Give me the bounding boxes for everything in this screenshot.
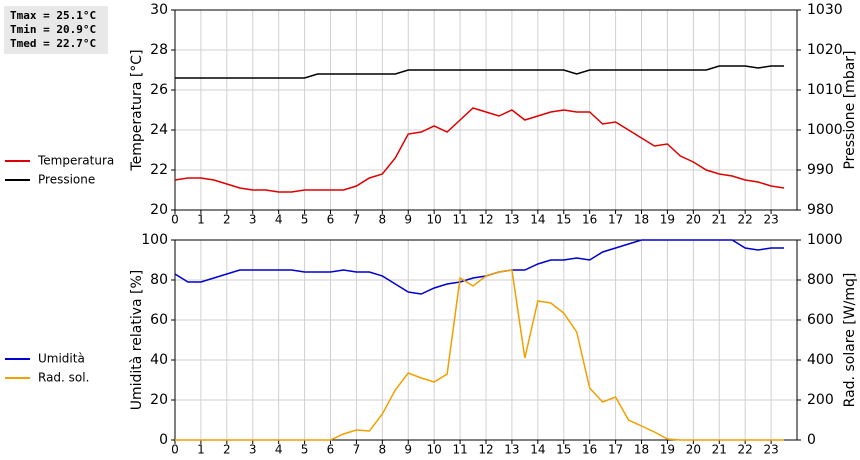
y-tick-label: 28	[150, 42, 168, 58]
y2-tick-label: 1000	[807, 232, 843, 248]
x-tick-label: 18	[634, 443, 649, 457]
y-tick-label: 30	[150, 2, 168, 18]
x-tick-label: 1	[197, 443, 205, 457]
stat-text: Tmax = 25.1°C	[10, 9, 96, 22]
stats-box	[4, 6, 108, 54]
y-tick-label: 0	[159, 432, 168, 448]
series-line	[174, 107, 785, 193]
stat-text: Tmin = 20.9°C	[10, 23, 96, 36]
x-tick-label: 11	[452, 213, 467, 227]
y2-tick-label: 800	[807, 272, 834, 288]
legend-label: Pressione	[38, 173, 95, 187]
x-tick-label: 9	[404, 213, 412, 227]
y2-tick-label: 0	[807, 432, 816, 448]
x-tick-label: 12	[478, 443, 493, 457]
y2-tick-label: 1010	[807, 82, 843, 98]
y-tick-label: 40	[150, 352, 168, 368]
x-tick-label: 22	[738, 213, 753, 227]
x-tick-label: 15	[556, 213, 571, 227]
x-tick-label: 2	[223, 443, 231, 457]
x-tick-label: 3	[249, 443, 257, 457]
x-tick-label: 6	[327, 443, 335, 457]
x-tick-label: 7	[353, 443, 361, 457]
x-tick-label: 4	[275, 213, 283, 227]
x-tick-label: 23	[763, 213, 778, 227]
x-tick-label: 6	[327, 213, 335, 227]
y2-tick-label: 400	[807, 352, 834, 368]
x-tick-label: 16	[582, 213, 597, 227]
y2-tick-label: 980	[807, 202, 834, 218]
y2-tick-label: 600	[807, 312, 834, 328]
x-tick-label: 12	[478, 213, 493, 227]
y2-axis-label: Pressione [mbar]	[842, 50, 858, 169]
x-tick-label: 18	[634, 213, 649, 227]
legend-label: Umidità	[38, 352, 85, 366]
x-tick-label: 11	[452, 443, 467, 457]
x-tick-label: 17	[608, 213, 623, 227]
x-tick-label: 8	[379, 213, 387, 227]
x-tick-label: 3	[249, 213, 257, 227]
plot-frame	[174, 239, 798, 441]
x-tick-label: 14	[530, 213, 545, 227]
y-tick-label: 100	[141, 232, 168, 248]
x-tick-label: 0	[171, 443, 179, 457]
x-tick-label: 16	[582, 443, 597, 457]
series-line	[175, 269, 785, 441]
y-tick-label: 20	[150, 392, 168, 408]
y2-tick-label: 1020	[807, 42, 843, 58]
x-tick-label: 1	[197, 213, 205, 227]
plot-frame	[174, 9, 798, 211]
legend-label: Rad. sol.	[38, 371, 89, 385]
x-tick-label: 0	[171, 213, 179, 227]
x-tick-label: 23	[763, 443, 778, 457]
x-tick-label: 4	[275, 443, 283, 457]
y2-tick-label: 1030	[807, 2, 843, 18]
x-tick-label: 10	[427, 443, 442, 457]
y2-tick-label: 200	[807, 392, 834, 408]
y-axis-label: Temperatura [°C]	[129, 49, 145, 171]
x-tick-label: 10	[427, 213, 442, 227]
series-line	[174, 239, 785, 295]
y-tick-label: 24	[150, 122, 168, 138]
x-tick-label: 5	[301, 443, 309, 457]
y-tick-label: 80	[150, 272, 168, 288]
x-tick-label: 2	[223, 213, 231, 227]
x-tick-label: 19	[660, 443, 675, 457]
stat-text: Tmed = 22.7°C	[10, 37, 96, 50]
legend-label: Temperatura	[37, 154, 114, 168]
x-tick-label: 21	[712, 213, 727, 227]
y2-axis-label: Rad. solare [W/mq]	[842, 273, 858, 408]
x-tick-label: 19	[660, 213, 675, 227]
x-tick-label: 14	[530, 443, 545, 457]
y-tick-label: 60	[150, 312, 168, 328]
x-tick-label: 15	[556, 443, 571, 457]
x-tick-label: 5	[301, 213, 309, 227]
series-line	[175, 65, 785, 79]
y2-tick-label: 990	[807, 162, 834, 178]
y-tick-label: 22	[150, 162, 168, 178]
y-tick-label: 26	[150, 82, 168, 98]
x-tick-label: 20	[686, 443, 701, 457]
x-tick-label: 8	[379, 443, 387, 457]
x-tick-label: 21	[712, 443, 727, 457]
x-tick-label: 17	[608, 443, 623, 457]
x-tick-label: 20	[686, 213, 701, 227]
x-tick-label: 7	[353, 213, 361, 227]
x-tick-label: 13	[504, 213, 519, 227]
y-axis-label: Umidità relativa [%]	[129, 270, 145, 411]
x-tick-label: 9	[404, 443, 412, 457]
x-tick-label: 13	[504, 443, 519, 457]
y2-tick-label: 1000	[807, 122, 843, 138]
y-tick-label: 20	[150, 202, 168, 218]
x-tick-label: 22	[738, 443, 753, 457]
